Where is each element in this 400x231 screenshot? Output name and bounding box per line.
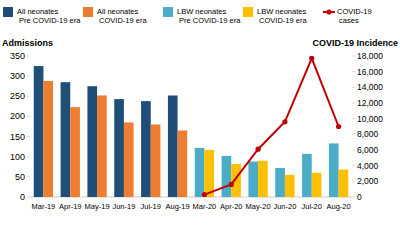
- bar: [248, 162, 258, 197]
- bar: [141, 101, 151, 197]
- bar: [285, 175, 295, 197]
- y2-tick-label: 14,000: [357, 82, 383, 92]
- bar: [258, 161, 268, 197]
- y2-tick-label: 6,000: [357, 145, 379, 155]
- y-tick: [27, 156, 30, 157]
- legend-label: All neonates Pre COVID-19 era: [17, 7, 81, 25]
- y-tick-label: 250: [10, 91, 25, 101]
- bar: [168, 95, 178, 197]
- x-tick-label: Apr-19: [59, 202, 82, 211]
- bar: [178, 131, 188, 197]
- y2-tick-label: 12,000: [357, 98, 383, 108]
- bar: [204, 150, 214, 197]
- legend-symbol: [163, 7, 173, 17]
- y-tick-label: 50: [15, 172, 25, 182]
- line-marker: [255, 147, 260, 152]
- bar: [222, 156, 232, 197]
- y2-tick: [352, 165, 355, 166]
- bar: [34, 66, 44, 197]
- legend-symbol: [326, 9, 331, 14]
- bar: [329, 143, 339, 197]
- legend-symbol: [243, 7, 253, 17]
- x-tick-label: May-20: [246, 202, 271, 211]
- y2-tick-label: 0: [357, 192, 362, 202]
- bar: [124, 122, 134, 197]
- line-marker: [202, 192, 207, 197]
- y2-tick: [352, 87, 355, 88]
- y2-tick-label: 8,000: [357, 129, 379, 139]
- legend-symbol: [3, 7, 13, 17]
- line-marker: [336, 124, 341, 129]
- x-tick-label: Mar-20: [193, 202, 217, 211]
- bar: [61, 82, 71, 197]
- y-tick: [27, 176, 30, 177]
- y-tick: [27, 136, 30, 137]
- x-tick-label: Aug-19: [165, 202, 189, 211]
- line-marker: [309, 56, 314, 61]
- chart: 0 50 100 150 200 250 300 350 0 2,000 4,000 6,000 8,0…: [0, 0, 400, 231]
- y2-axis-label: COVID-19 Incidence: [312, 38, 398, 48]
- line-marker: [229, 182, 234, 187]
- legend-label: LBW neonates Pre COVID-19 era: [177, 7, 241, 25]
- bar: [87, 86, 97, 197]
- bar: [312, 173, 322, 197]
- bar: [302, 154, 312, 197]
- y2-tick-label: 4,000: [357, 161, 379, 171]
- y2-tick: [352, 56, 355, 57]
- bar: [97, 95, 107, 197]
- x-tick-label: Mar-19: [32, 202, 56, 211]
- y-tick-label: 0: [20, 192, 25, 202]
- y2-tick-label: 2,000: [357, 176, 379, 186]
- legend-label: All neonates COVID-19 era: [97, 7, 147, 25]
- plot-area: [34, 56, 348, 197]
- x-tick-label: May-19: [85, 202, 110, 211]
- x-tick-label: Apr-20: [220, 202, 243, 211]
- y2-tick: [352, 150, 355, 151]
- y-tick: [27, 56, 30, 57]
- y-axis-label: Admissions: [2, 38, 53, 48]
- y2-tick-label: 16,000: [357, 67, 383, 77]
- bar: [275, 168, 285, 197]
- x-tick-label: Jul-19: [141, 202, 161, 211]
- y2-tick-label: 18,000: [357, 51, 383, 61]
- y-tick-label: 100: [10, 152, 25, 162]
- bar: [231, 164, 241, 197]
- y-tick: [27, 96, 30, 97]
- x-tick-label: Aug-20: [326, 202, 350, 211]
- y2-tick: [352, 118, 355, 119]
- line-marker: [282, 119, 287, 124]
- legend-symbol: [83, 7, 93, 17]
- bar: [43, 81, 53, 197]
- bar: [339, 170, 349, 197]
- bar: [114, 99, 124, 197]
- y-tick: [27, 76, 30, 77]
- y2-tick: [352, 181, 355, 182]
- y-tick-label: 350: [10, 51, 25, 61]
- y2-tick: [352, 134, 355, 135]
- y2-tick: [352, 197, 355, 198]
- line: [204, 58, 338, 194]
- y-tick-label: 150: [10, 132, 25, 142]
- y-tick-label: 200: [10, 111, 25, 121]
- bar: [151, 124, 161, 197]
- legend-label: LBW neonates COVID-19 era: [257, 7, 307, 25]
- y-tick-label: 300: [10, 71, 25, 81]
- x-tick-label: Jul-20: [302, 202, 322, 211]
- bar: [70, 107, 80, 197]
- y2-tick: [352, 71, 355, 72]
- legend-label: COVID-19 cases: [337, 7, 372, 25]
- y2-tick: [352, 103, 355, 104]
- y-tick: [27, 197, 30, 198]
- bar: [195, 148, 205, 197]
- y-tick: [27, 116, 30, 117]
- y2-tick-label: 10,000: [357, 114, 383, 124]
- x-tick-label: Jun-20: [273, 202, 296, 211]
- x-tick-label: Jun-19: [112, 202, 135, 211]
